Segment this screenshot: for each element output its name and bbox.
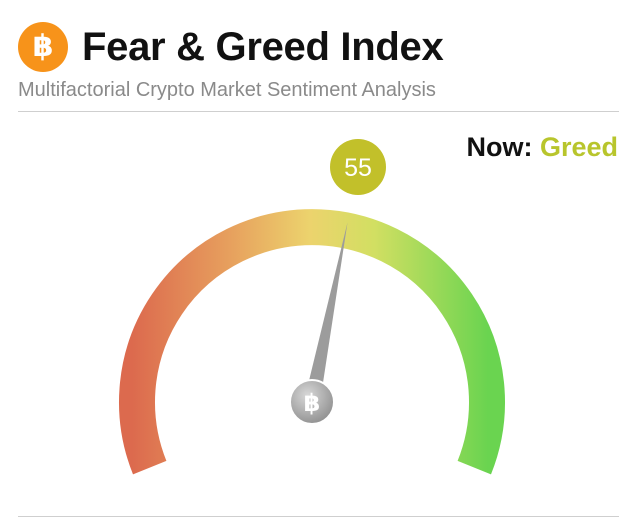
gauge-hub <box>289 379 335 425</box>
now-label: Now: <box>466 132 533 162</box>
divider-top <box>18 111 619 112</box>
hub-bitcoin-icon: ฿ <box>304 389 321 417</box>
divider-bottom <box>18 516 619 517</box>
page-subtitle: Multifactorial Crypto Market Sentiment A… <box>18 79 436 101</box>
gauge-value: 55 <box>344 154 372 182</box>
gauge-needle <box>304 222 348 404</box>
header: ฿ Fear & Greed Index <box>18 18 618 74</box>
page-title: Fear & Greed Index <box>82 25 444 69</box>
bitcoin-icon: ฿ <box>18 22 68 72</box>
gauge-arc <box>119 209 505 475</box>
sentiment-classification: Greed <box>539 132 618 162</box>
current-sentiment: Now: Greed <box>466 129 618 165</box>
value-badge <box>330 139 386 195</box>
